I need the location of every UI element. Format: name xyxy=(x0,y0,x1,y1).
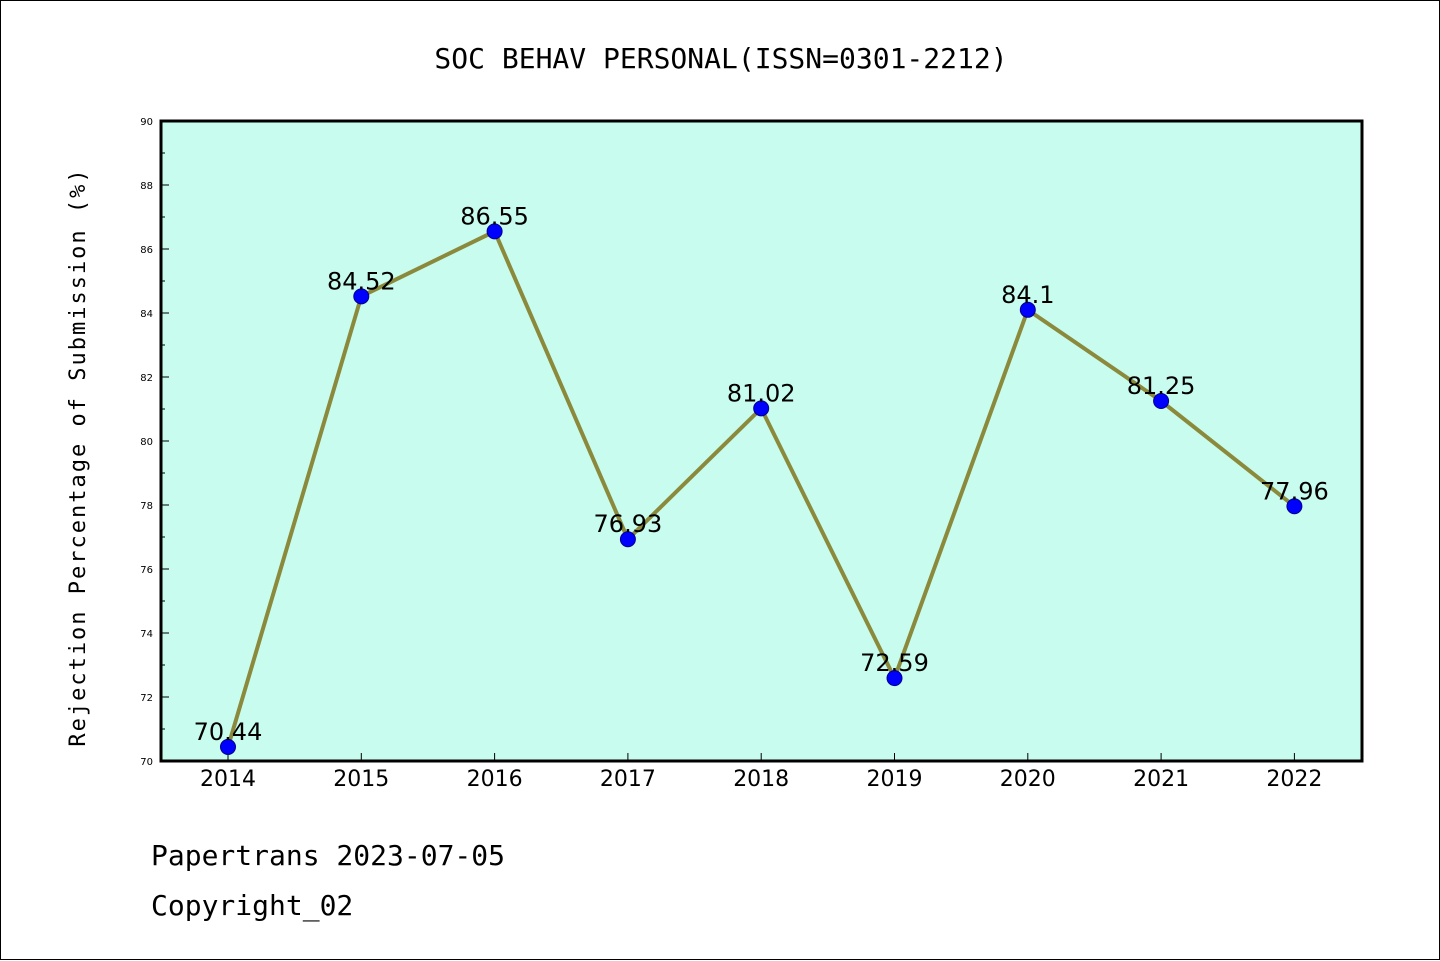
chart-title: SOC BEHAV PERSONAL(ISSN=0301-2212) xyxy=(434,42,1007,75)
x-tick-label: 2017 xyxy=(600,767,656,792)
y-tick-label: 70 xyxy=(140,757,153,768)
data-point xyxy=(1153,393,1170,409)
x-tick-label: 2021 xyxy=(1133,767,1189,792)
y-axis: 70 72 74 76 78 80 82 84 86 88 90 xyxy=(140,117,169,768)
x-tick-label: 2020 xyxy=(1000,767,1056,792)
y-tick-label: 88 xyxy=(140,181,153,192)
data-point xyxy=(353,288,370,305)
data-point xyxy=(753,400,770,417)
data-point xyxy=(1286,498,1303,515)
y-tick-label: 82 xyxy=(140,373,153,384)
data-label: 77.96 xyxy=(1260,477,1329,505)
data-point xyxy=(619,531,636,548)
data-label: 70.44 xyxy=(194,718,263,746)
data-point xyxy=(486,223,503,240)
x-tick-label: 2014 xyxy=(200,767,256,792)
data-label: 72.59 xyxy=(860,649,929,677)
x-tick-label: 2015 xyxy=(333,767,389,792)
y-tick-label: 90 xyxy=(140,117,153,128)
y-tick-label: 80 xyxy=(140,437,153,448)
data-label: 81.02 xyxy=(727,379,796,407)
plot-border xyxy=(159,119,1364,763)
data-point xyxy=(886,670,903,687)
x-tick-label: 2022 xyxy=(1266,767,1322,792)
plot-area xyxy=(161,121,1362,761)
footer-date-line: Papertrans 2023-07-05 xyxy=(151,839,505,872)
series-layer xyxy=(220,223,1303,755)
x-tick-label: 2018 xyxy=(733,767,789,792)
y-tick-label: 84 xyxy=(140,309,153,320)
footer-copyright-line: Copyright_02 xyxy=(151,889,353,923)
x-tick-label: 2016 xyxy=(467,767,523,792)
data-label: 84.52 xyxy=(327,267,396,295)
data-labels-layer: 70.44 84.52 86.55 76.93 81.02 72.59 84.1 81.25 7… xyxy=(194,202,1329,746)
data-label: 81.25 xyxy=(1127,372,1196,400)
y-tick-label: 74 xyxy=(140,629,153,640)
y-axis-label: Rejection Percentage of Submission (%) xyxy=(66,167,91,746)
y-tick-label: 72 xyxy=(140,693,153,704)
data-label: 86.55 xyxy=(460,202,529,230)
data-point xyxy=(220,738,236,755)
y-tick-label: 86 xyxy=(140,245,153,256)
y-tick-label: 76 xyxy=(140,565,153,576)
x-axis: 2014 2015 2016 2017 2018 2019 2020 2021 2022 xyxy=(200,753,1322,792)
y-tick-label: 78 xyxy=(140,501,153,512)
data-label: 76.93 xyxy=(594,510,663,538)
data-label: 84.1 xyxy=(1001,281,1054,309)
x-tick-label: 2019 xyxy=(867,767,923,792)
data-point xyxy=(1019,301,1036,318)
